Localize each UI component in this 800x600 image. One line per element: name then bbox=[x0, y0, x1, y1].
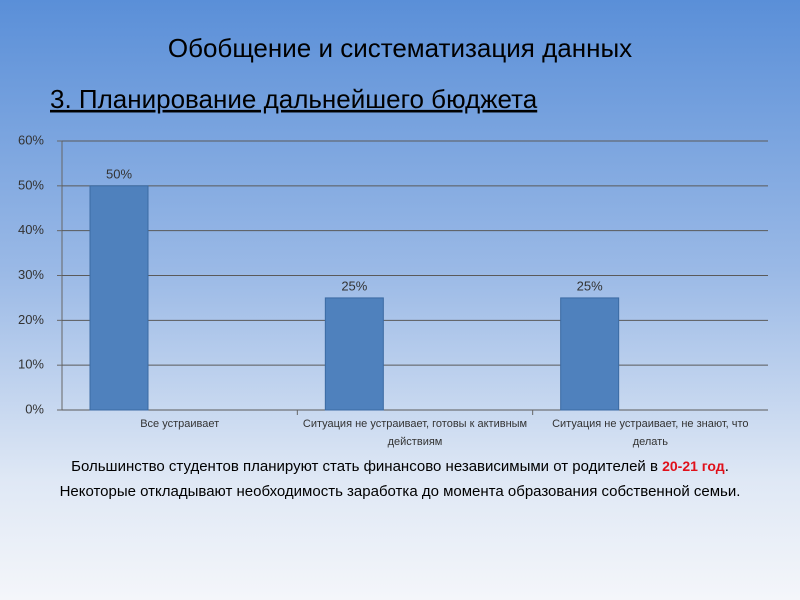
y-tick-label: 50% bbox=[18, 177, 44, 192]
y-tick-label: 40% bbox=[18, 222, 44, 237]
x-tick-label: Ситуация не устраивает, не знают, что де… bbox=[552, 418, 749, 448]
value-label: 50% bbox=[106, 166, 132, 181]
value-label: 25% bbox=[341, 278, 367, 293]
caption: Большинство студентов планируют стать фи… bbox=[40, 454, 760, 504]
value-label: 25% bbox=[577, 278, 603, 293]
y-tick-label: 20% bbox=[18, 312, 44, 327]
x-tick-label: Ситуация не устраивает, готовы к активны… bbox=[302, 418, 528, 448]
y-tick-label: 60% bbox=[18, 132, 44, 147]
caption-text: Большинство студентов планируют стать фи… bbox=[71, 458, 663, 475]
chart-title: Обобщение и систематизация данных bbox=[168, 33, 632, 63]
x-tick-label: Все устраивает bbox=[140, 418, 220, 430]
y-tick-label: 10% bbox=[18, 357, 44, 372]
caption-text: . bbox=[724, 458, 729, 475]
bar bbox=[324, 297, 384, 411]
caption-text: Некоторые откладывают необходимость зара… bbox=[59, 483, 741, 500]
y-tick-label: 0% bbox=[25, 401, 44, 416]
caption-highlight: 20-21 год bbox=[662, 458, 725, 474]
bar bbox=[89, 185, 149, 411]
y-tick-label: 30% bbox=[18, 267, 44, 282]
bar bbox=[560, 297, 620, 411]
chart-subtitle: 3. Планирование дальнейшего бюджета bbox=[50, 84, 538, 114]
